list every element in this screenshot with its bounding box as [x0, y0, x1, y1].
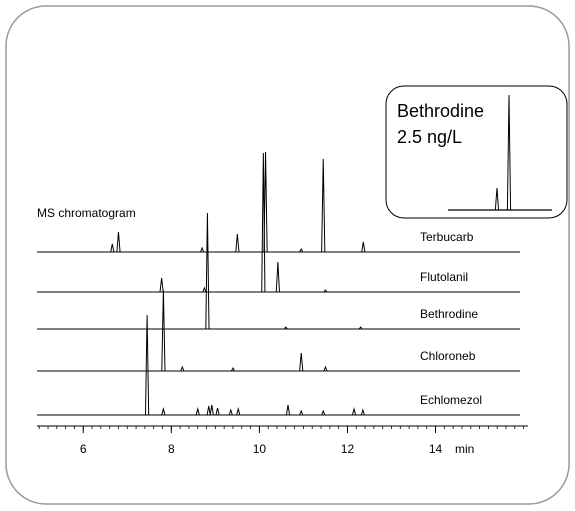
peak [321, 158, 326, 253]
peak [116, 231, 121, 253]
peak [209, 404, 214, 416]
peak [323, 365, 328, 372]
peak [202, 286, 207, 293]
peak [206, 405, 211, 416]
peak [205, 212, 210, 330]
peak [236, 407, 241, 416]
inset-subtitle: 2.5 ng/L [397, 127, 462, 147]
series-label: Echlomezol [420, 393, 482, 407]
peak [195, 407, 200, 416]
peak [351, 407, 357, 416]
x-tick-label: 6 [80, 442, 87, 456]
peak [144, 314, 150, 416]
peak [235, 233, 240, 253]
x-tick-label: 12 [341, 442, 355, 456]
x-tick-label: 14 [429, 442, 443, 456]
peak [494, 187, 500, 211]
peak [299, 247, 304, 253]
inset-frame [385, 85, 568, 219]
peak [299, 352, 304, 372]
x-unit: min [455, 442, 474, 456]
x-tick-label: 8 [168, 442, 175, 456]
series-label: Terbucarb [420, 230, 474, 244]
peak [299, 409, 304, 416]
peak [180, 365, 185, 372]
peak [159, 277, 164, 293]
x-tick-label: 10 [253, 442, 267, 456]
peak [161, 289, 166, 372]
peak [200, 246, 205, 253]
peak [228, 408, 233, 416]
peak [285, 404, 291, 416]
inset-title: Bethrodine [397, 101, 484, 121]
peak [110, 243, 115, 253]
peak [361, 241, 366, 253]
peak [323, 289, 328, 293]
series-label: Chloroneb [420, 349, 476, 363]
peak [161, 407, 166, 416]
peak [506, 94, 512, 211]
peak [321, 409, 326, 416]
peak [215, 407, 220, 416]
peak [358, 326, 363, 330]
peak [283, 326, 288, 330]
peak [261, 152, 266, 293]
peak [360, 408, 365, 416]
annotation: MS chromatogram [37, 206, 136, 220]
series-label: Flutolanil [420, 270, 468, 284]
series-label: Bethrodine [420, 307, 478, 321]
frame [5, 5, 570, 505]
peak [230, 366, 236, 372]
peak [275, 261, 280, 293]
